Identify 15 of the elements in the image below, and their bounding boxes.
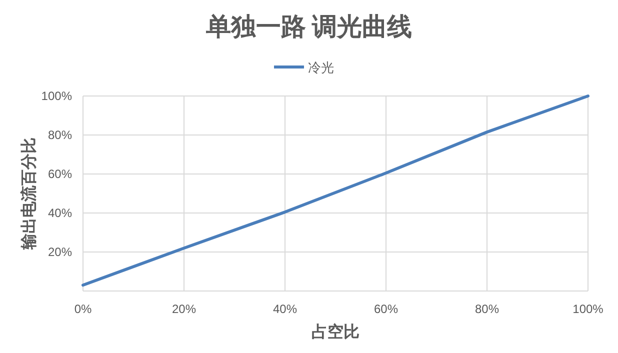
- x-tick-label: 80%: [474, 302, 500, 316]
- y-tick-label: 80%: [48, 128, 72, 142]
- legend-label: 冷光: [308, 60, 334, 75]
- x-axis-title: 占空比: [312, 323, 360, 341]
- x-tick-label: 0%: [74, 302, 92, 316]
- y-axis-title: 输出电流百分比: [19, 138, 38, 250]
- x-tick-label: 20%: [172, 302, 196, 316]
- chart-title: 单独一路 调光曲线: [204, 13, 412, 41]
- y-tick-label: 60%: [48, 167, 72, 181]
- y-tick-label: 20%: [48, 245, 72, 259]
- x-tick-label: 100%: [572, 302, 604, 316]
- y-tick-label: 40%: [48, 206, 72, 220]
- x-tick-label: 40%: [272, 302, 298, 316]
- x-tick-label: 60%: [374, 302, 398, 316]
- y-tick-label: 100%: [41, 89, 72, 103]
